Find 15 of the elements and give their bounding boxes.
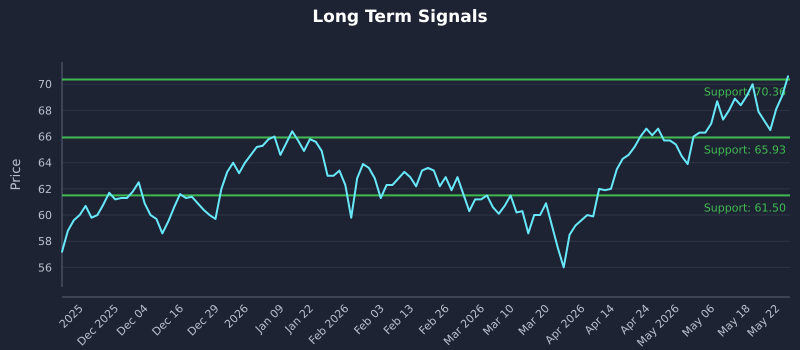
y-tick-label: 60 (38, 209, 52, 222)
y-tick-label: 62 (38, 182, 52, 196)
ref-line-label: Support: 61.50 (704, 201, 786, 214)
ref-line-label: Support: 65.93 (704, 143, 786, 156)
x-tick-label: Dec 29 (184, 302, 222, 339)
y-tick-label: 66 (38, 130, 52, 144)
y-tick-label: 70 (38, 78, 52, 92)
y-tick-label: 68 (38, 104, 52, 118)
line-series (61, 75, 789, 268)
x-tick-label: Dec 16 (150, 302, 186, 339)
y-tick-label: 58 (38, 235, 52, 248)
y-tick-label: 64 (38, 156, 52, 170)
y-tick-label: 56 (38, 261, 52, 274)
y-axis-title: Price (9, 158, 24, 190)
chart-title: Long Term Signals (312, 7, 488, 27)
